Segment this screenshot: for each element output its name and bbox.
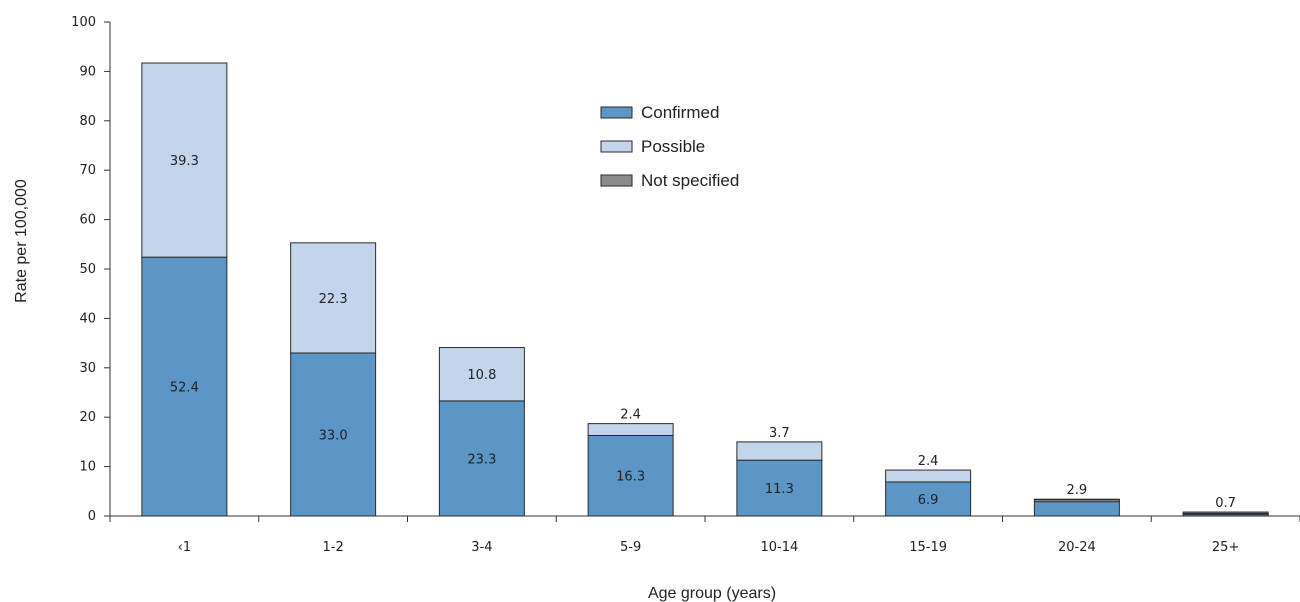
bar-segment bbox=[736, 459, 823, 517]
y-tick-label: 40 bbox=[79, 311, 96, 326]
bar-segment bbox=[438, 400, 525, 517]
x-axis-title: Age group (years) bbox=[648, 585, 776, 602]
data-label: 22.3 bbox=[319, 292, 348, 307]
bar-segment bbox=[587, 423, 674, 436]
legend-label: Confirmed bbox=[641, 103, 719, 122]
legend-swatch bbox=[600, 174, 633, 187]
y-tick-label: 70 bbox=[79, 163, 96, 178]
data-label: 2.4 bbox=[620, 408, 641, 423]
bar-segment bbox=[1033, 501, 1120, 517]
y-tick-label: 100 bbox=[71, 15, 96, 30]
y-tick-label: 20 bbox=[79, 410, 96, 425]
data-label: 3.7 bbox=[769, 426, 790, 441]
legend-label: Possible bbox=[641, 137, 705, 156]
data-label: 16.3 bbox=[616, 470, 645, 485]
x-tick-label: 3-4 bbox=[471, 540, 492, 555]
legend-swatch bbox=[600, 106, 633, 119]
bar-segment bbox=[885, 469, 972, 483]
data-label: 33.0 bbox=[319, 428, 348, 443]
legend-swatch bbox=[600, 140, 633, 153]
y-tick-label: 60 bbox=[79, 213, 96, 228]
bar-segment bbox=[1033, 498, 1120, 501]
y-axis-title: Rate per 100,000 bbox=[13, 179, 30, 303]
y-tick-label: 80 bbox=[79, 114, 96, 129]
x-tick-label: 15-19 bbox=[909, 540, 947, 555]
y-axis: 0 10 20 30 40 50 60 70 80 90 100 bbox=[71, 15, 111, 524]
data-label: 0.7 bbox=[1215, 496, 1236, 511]
bar-segment bbox=[1182, 511, 1269, 515]
data-label: 2.4 bbox=[918, 454, 939, 469]
data-label: 10.8 bbox=[467, 368, 496, 383]
bar-segment bbox=[290, 242, 377, 354]
x-tick-label: ‹1 bbox=[178, 540, 191, 555]
bar-segment bbox=[141, 256, 228, 517]
x-tick-label: 20-24 bbox=[1058, 540, 1096, 555]
bar-segment bbox=[438, 347, 525, 402]
bar-segment bbox=[885, 481, 972, 517]
data-label: 2.9 bbox=[1067, 483, 1088, 498]
x-tick-label: 10-14 bbox=[760, 540, 798, 555]
y-tick-label: 50 bbox=[79, 262, 96, 277]
data-label: 6.9 bbox=[918, 493, 939, 508]
bar-segment bbox=[141, 62, 228, 258]
x-tick-label: 1-2 bbox=[323, 540, 344, 555]
data-label: 23.3 bbox=[467, 452, 496, 467]
y-tick-label: 90 bbox=[79, 64, 96, 79]
legend-label: Not specified bbox=[641, 171, 739, 190]
data-label: 39.3 bbox=[170, 154, 199, 169]
bar-segment bbox=[736, 441, 823, 461]
data-label: 52.4 bbox=[170, 381, 199, 396]
y-tick-label: 0 bbox=[88, 509, 96, 524]
x-tick-label: 5-9 bbox=[620, 540, 641, 555]
y-tick-label: 10 bbox=[79, 460, 96, 475]
bar-segment bbox=[587, 434, 674, 517]
bars bbox=[141, 62, 1269, 517]
data-label: 11.3 bbox=[765, 482, 794, 497]
data-labels: 52.4 39.3 33.0 22.3 23.3 10.8 16.3 2.4 11.3 3.7 6.… bbox=[170, 154, 1236, 511]
x-axis: ‹1 1-2 3-4 5-9 10-14 15-19 20-24 25+ bbox=[109, 515, 1300, 555]
y-tick-label: 30 bbox=[79, 361, 96, 376]
bar-segment bbox=[290, 352, 377, 517]
x-tick-label: 25+ bbox=[1212, 540, 1239, 555]
legend: Confirmed Possible Not specified bbox=[600, 103, 739, 190]
